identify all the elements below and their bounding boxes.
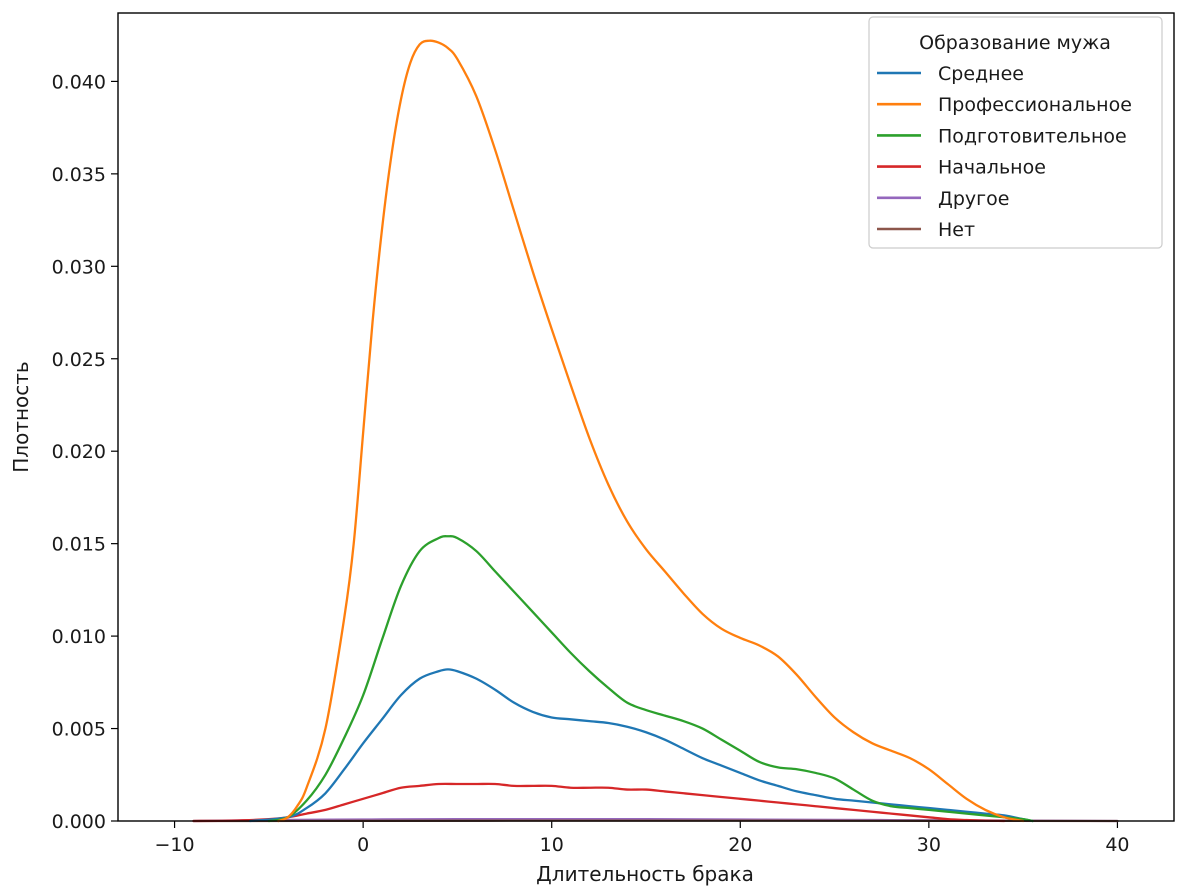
legend-label: Среднее	[938, 63, 1024, 85]
legend: Образование мужа Среднее Профессиональное…	[868, 16, 1163, 249]
plot-frame	[117, 12, 1175, 822]
y-tick-label: 0.005	[52, 719, 106, 741]
legend-items: Среднее Профессиональное Подготовительное Н…	[877, 63, 1132, 241]
legend-title: Образование мужа	[919, 32, 1111, 54]
x-axis-ticks: −10 0 10 20 30 40	[155, 821, 1130, 856]
y-tick-label: 0.020	[52, 441, 106, 463]
y-axis-ticks: 0.000 0.005 0.010 0.015 0.020 0.025 0.030 0.035…	[52, 71, 118, 833]
x-tick-label: 20	[728, 834, 752, 856]
legend-label: Нет	[938, 219, 975, 241]
legend-label: Другое	[938, 188, 1009, 210]
legend-label: Начальное	[938, 157, 1046, 179]
legend-frame	[868, 16, 1163, 249]
series-line-4	[192, 782, 1006, 823]
series-line-2	[277, 39, 1025, 823]
y-tick-label: 0.035	[52, 164, 106, 186]
y-tick-label: 0.010	[52, 626, 106, 648]
series-line-3	[267, 535, 1034, 823]
series-line-1	[248, 668, 1034, 823]
y-tick-label: 0.030	[52, 256, 106, 278]
x-tick-label: 40	[1105, 834, 1129, 856]
legend-label: Профессиональное	[938, 94, 1132, 116]
x-tick-label: 0	[357, 834, 369, 856]
x-axis-title: Длительность брака	[536, 862, 754, 886]
y-tick-label: 0.025	[52, 349, 106, 371]
y-tick-label: 0.015	[52, 534, 106, 556]
y-axis-title: Плотность	[9, 361, 33, 472]
y-tick-label: 0.000	[52, 811, 106, 833]
x-tick-label: 30	[917, 834, 941, 856]
y-tick-label: 0.040	[52, 71, 106, 93]
x-tick-label: 10	[540, 834, 564, 856]
x-tick-label: −10	[155, 834, 195, 856]
legend-label: Подготовительное	[938, 125, 1127, 147]
